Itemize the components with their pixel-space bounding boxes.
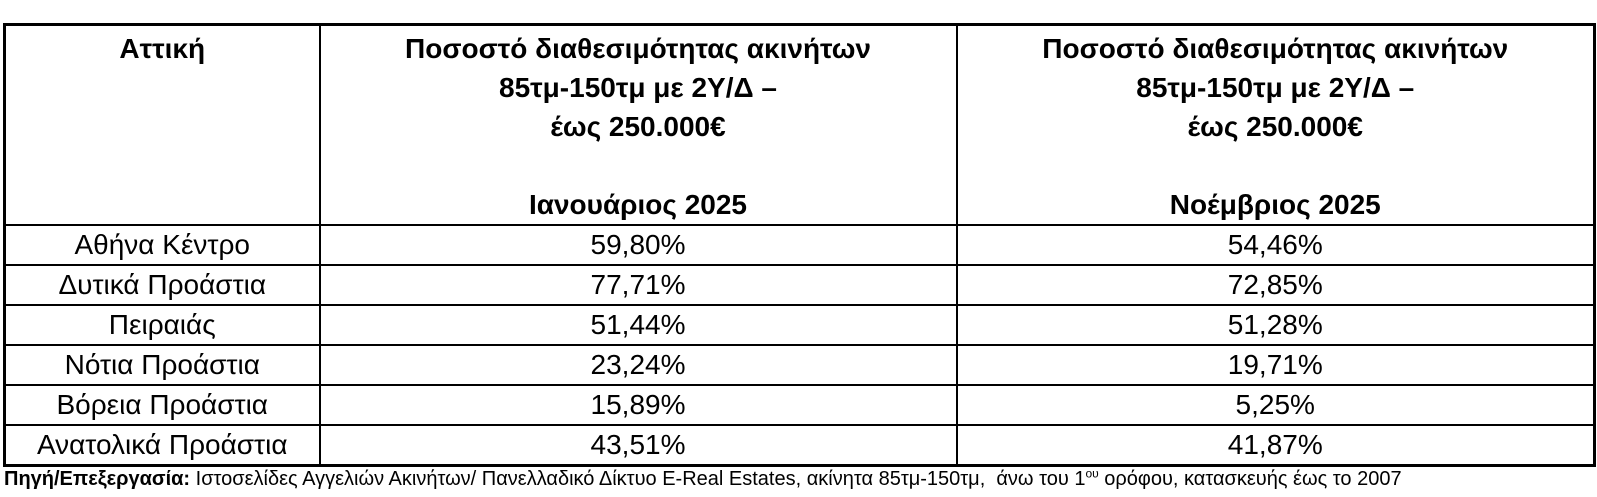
jan-value-cell: 51,44%: [318, 304, 958, 346]
jan-value-cell: 43,51%: [318, 424, 958, 467]
region-cell: Πειραιάς: [3, 304, 321, 346]
region-cell: Αθήνα Κέντρο: [3, 224, 321, 266]
jan-value-cell: 15,89%: [318, 384, 958, 426]
region-cell: Βόρεια Προάστια: [3, 384, 321, 426]
header-nov-month: Νοέμβριος 2025: [1169, 189, 1381, 220]
source-note-ordinal-superscript: ου: [1085, 466, 1099, 481]
source-note-text: Ιστοσελίδες Αγγελιών Ακινήτων/ Πανελλαδι…: [190, 468, 1086, 490]
nov-value-cell: 5,25%: [955, 384, 1596, 426]
region-cell: Δυτικά Προάστια: [3, 264, 321, 306]
nov-value-cell: 54,46%: [955, 224, 1596, 266]
header-row: Αττική Ποσοστό διαθεσιμότητας ακινήτων 8…: [3, 23, 1596, 226]
header-jan-month: Ιανουάριος 2025: [528, 189, 747, 220]
source-note: Πηγή/Επεξεργασία: Ιστοσελίδες Αγγελιών Α…: [4, 464, 1594, 494]
header-nov-line-blank: [964, 146, 1588, 185]
column-header-region: Αττική: [3, 23, 321, 226]
header-jan-line-2: 85τμ-150τμ με 2Υ/Δ –: [499, 72, 777, 103]
table-row: Βόρεια Προάστια 15,89% 5,25%: [3, 384, 1596, 426]
nov-value-cell: 51,28%: [955, 304, 1596, 346]
jan-value-cell: 77,71%: [318, 264, 958, 306]
jan-value-cell: 23,24%: [318, 344, 958, 386]
table-row: Ανατολικά Προάστια 43,51% 41,87%: [3, 424, 1596, 467]
table-row: Πειραιάς 51,44% 51,28%: [3, 304, 1596, 346]
column-header-jan-2025: Ποσοστό διαθεσιμότητας ακινήτων 85τμ-150…: [318, 23, 958, 226]
region-cell: Ανατολικά Προάστια: [3, 424, 321, 467]
header-nov-line-3: έως 250.000€: [1187, 111, 1363, 142]
nov-value-cell: 19,71%: [955, 344, 1596, 386]
region-cell: Νότια Προάστια: [3, 344, 321, 386]
jan-value-cell: 59,80%: [318, 224, 958, 266]
column-header-nov-2025: Ποσοστό διαθεσιμότητας ακινήτων 85τμ-150…: [955, 23, 1596, 226]
header-nov-line-2: 85τμ-150τμ με 2Υ/Δ –: [1136, 72, 1415, 103]
header-region-title: Αττική: [119, 33, 206, 64]
header-nov-line-1: Ποσοστό διαθεσιμότητας ακινήτων: [1042, 33, 1509, 64]
source-note-label: Πηγή/Επεξεργασία:: [4, 468, 191, 490]
table-row: Δυτικά Προάστια 77,71% 72,85%: [3, 264, 1596, 306]
header-jan-line-1: Ποσοστό διαθεσιμότητας ακινήτων: [405, 33, 871, 64]
table-row: Αθήνα Κέντρο 59,80% 54,46%: [3, 224, 1596, 266]
header-jan-line-blank: [327, 146, 950, 185]
nov-value-cell: 41,87%: [955, 424, 1596, 467]
source-note-text-end: ορόφου, κατασκευής έως το 2007: [1098, 468, 1402, 490]
availability-table: Αττική Ποσοστό διαθεσιμότητας ακινήτων 8…: [3, 23, 1596, 467]
table-row: Νότια Προάστια 23,24% 19,71%: [3, 344, 1596, 386]
nov-value-cell: 72,85%: [955, 264, 1596, 306]
header-jan-line-3: έως 250.000€: [550, 111, 726, 142]
